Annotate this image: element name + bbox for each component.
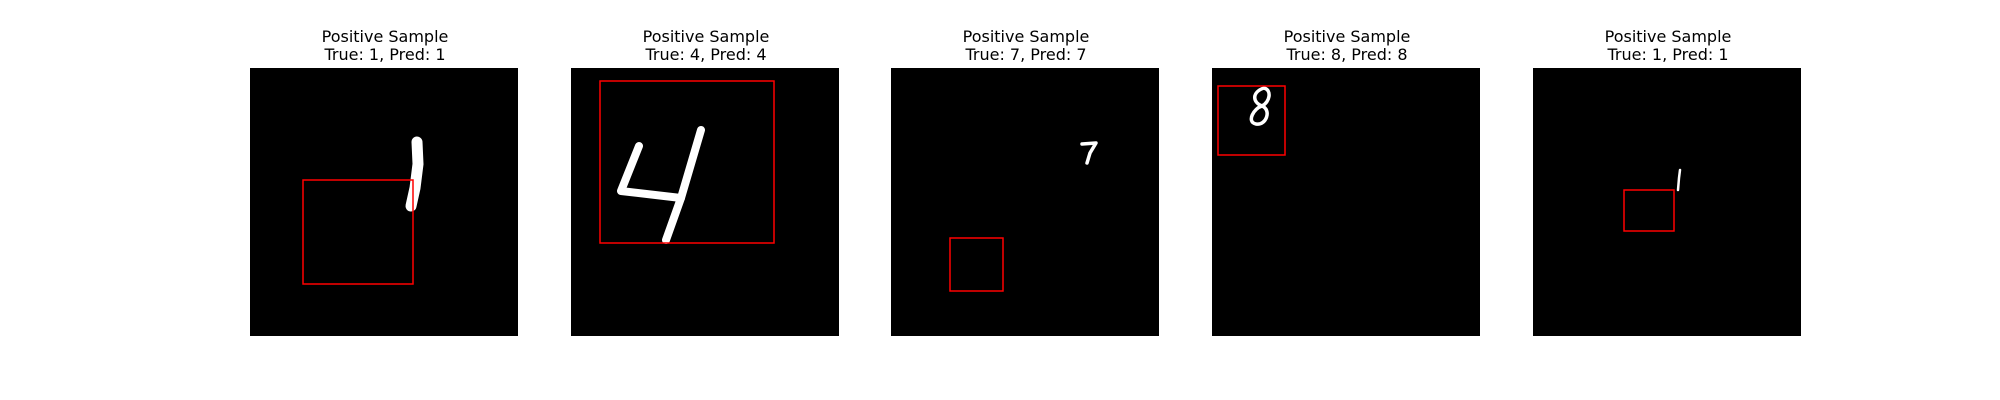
digit-stroke: [1249, 86, 1271, 126]
panel-labels: True: 8, Pred: 8: [1286, 45, 1408, 64]
sample-panel-3: Positive Sample True: 7, Pred: 7: [891, 28, 1161, 336]
digit-stroke: [1676, 168, 1682, 192]
digit-stroke: [662, 126, 705, 244]
sample-image: [1533, 68, 1801, 336]
panel-heading: Positive Sample: [321, 27, 449, 46]
panel-labels: True: 1, Pred: 1: [1607, 45, 1729, 64]
image-background: [571, 68, 839, 336]
digit-stroke: [617, 142, 685, 202]
sample-image: [571, 68, 839, 336]
digit-stroke: [405, 136, 424, 212]
sample-image: [891, 68, 1159, 336]
panel-heading: Positive Sample: [962, 27, 1090, 46]
sample-panel-1: Positive Sample True: 1, Pred: 1: [250, 28, 520, 336]
image-background: [1212, 68, 1480, 336]
bounding-box: [1217, 85, 1286, 156]
sample-image: [1212, 68, 1480, 336]
digit-stroke: [1080, 141, 1098, 165]
bounding-box: [599, 80, 775, 244]
panel-title: Positive Sample True: 7, Pred: 7: [891, 28, 1161, 64]
bounding-box: [949, 237, 1004, 292]
panel-title: Positive Sample True: 1, Pred: 1: [1533, 28, 1803, 64]
image-background: [891, 68, 1159, 336]
panel-labels: True: 1, Pred: 1: [324, 45, 446, 64]
panel-labels: True: 4, Pred: 4: [645, 45, 767, 64]
bounding-box: [1623, 189, 1675, 232]
sample-panel-5: Positive Sample True: 1, Pred: 1: [1533, 28, 1803, 336]
panel-title: Positive Sample True: 4, Pred: 4: [571, 28, 841, 64]
sample-panel-2: Positive Sample True: 4, Pred: 4: [571, 28, 841, 336]
sample-panel-4: Positive Sample True: 8, Pred: 8: [1212, 28, 1482, 336]
panel-title: Positive Sample True: 1, Pred: 1: [250, 28, 520, 64]
image-background: [1533, 68, 1801, 336]
panel-labels: True: 7, Pred: 7: [965, 45, 1087, 64]
panel-heading: Positive Sample: [1604, 27, 1732, 46]
image-background: [250, 68, 518, 336]
bounding-box: [302, 179, 414, 285]
panel-title: Positive Sample True: 8, Pred: 8: [1212, 28, 1482, 64]
panel-heading: Positive Sample: [1283, 27, 1411, 46]
sample-image: [250, 68, 518, 336]
panel-heading: Positive Sample: [642, 27, 770, 46]
